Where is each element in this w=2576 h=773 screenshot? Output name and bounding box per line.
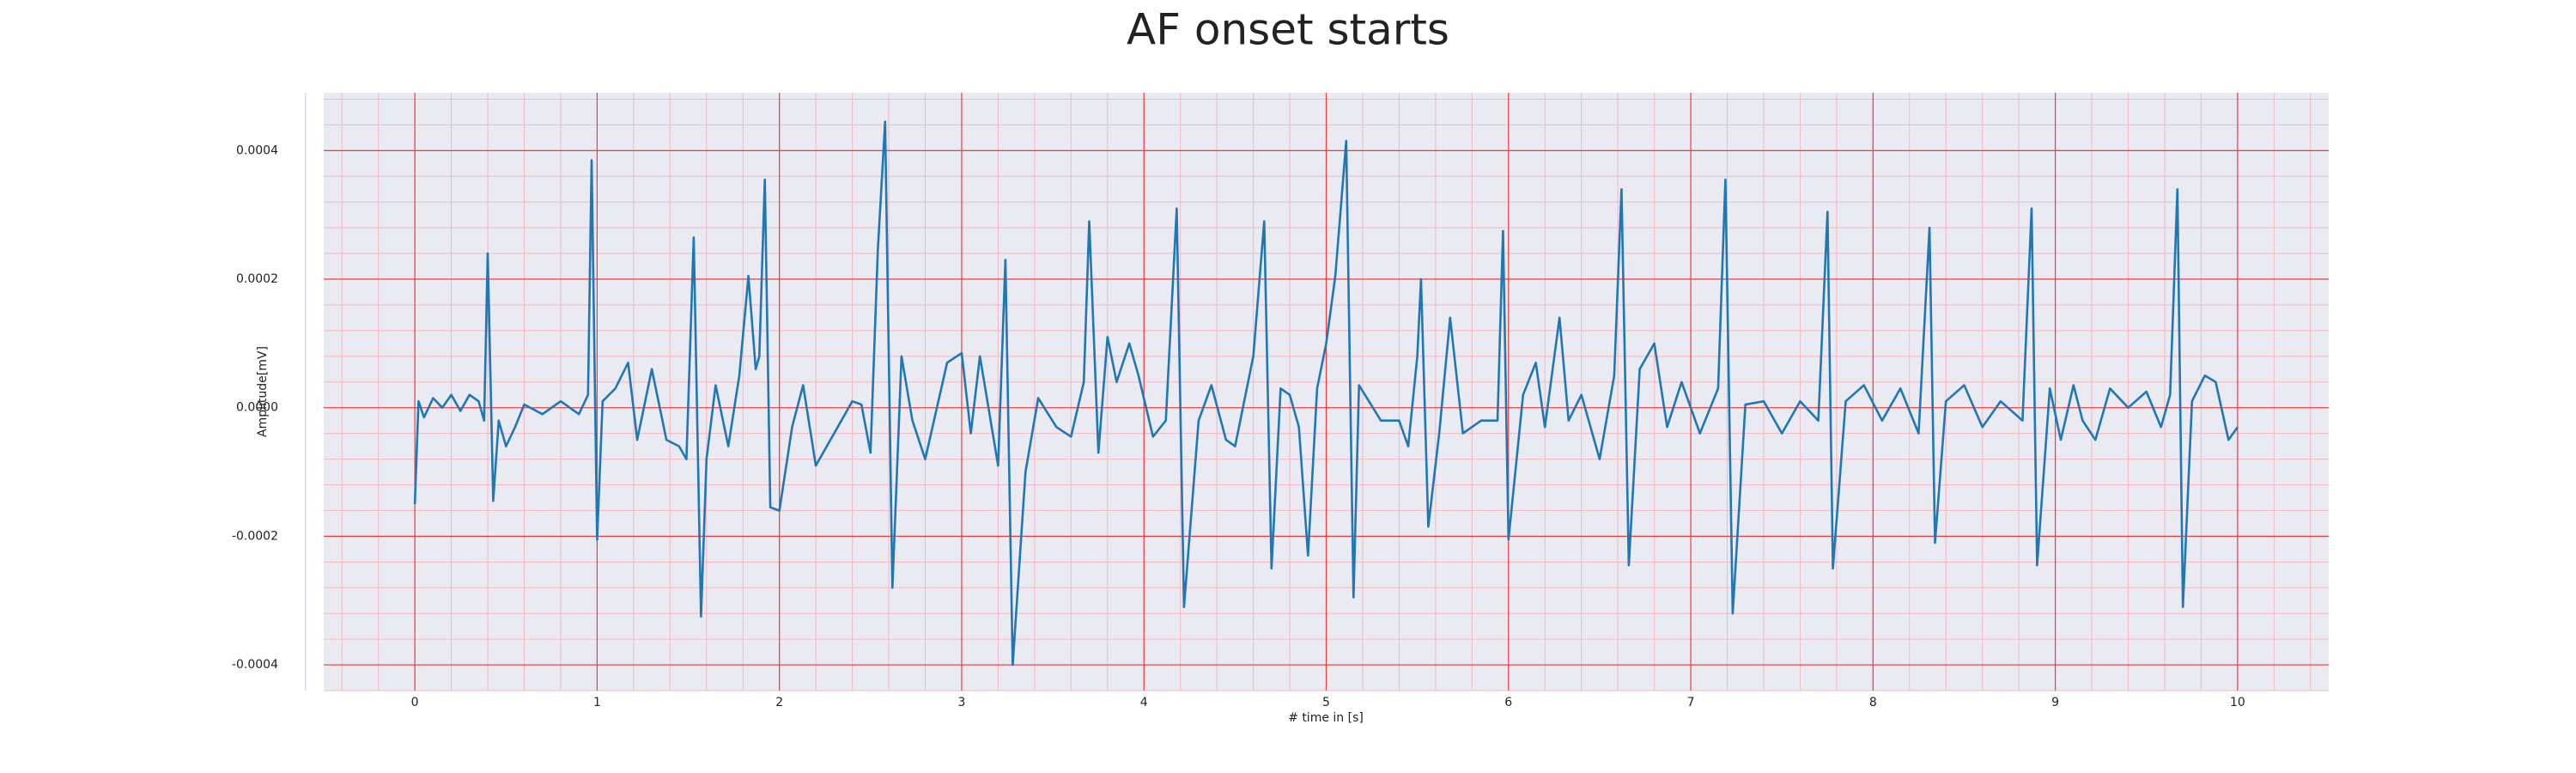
x-axis-label: # time in [s] <box>1288 711 1364 725</box>
x-tick-label: 3 <box>957 696 965 709</box>
x-tick-label: 10 <box>2230 696 2245 709</box>
x-tick-label: 6 <box>1504 696 1512 709</box>
x-tick-label: 4 <box>1140 696 1148 709</box>
chart-title: AF onset starts <box>1127 5 1449 55</box>
signal-line <box>413 120 2239 666</box>
x-tick-label: 7 <box>1687 696 1695 709</box>
x-tick-label: 2 <box>775 696 783 709</box>
y-tick-label: 0.0000 <box>236 401 278 415</box>
y-tick-label: -0.0004 <box>232 658 278 672</box>
x-tick-label: 0 <box>411 696 419 709</box>
y-tick-label: -0.0002 <box>232 529 278 543</box>
x-tick-label: 8 <box>1869 696 1877 709</box>
y-tick-label: 0.0004 <box>236 143 278 157</box>
x-tick-label: 1 <box>593 696 601 709</box>
y-tick-label: 0.0002 <box>236 272 278 286</box>
x-tick-label: 9 <box>2051 696 2059 709</box>
x-tick-label: 5 <box>1322 696 1330 709</box>
y-axis-label: Amplitude[mV] <box>256 346 270 437</box>
